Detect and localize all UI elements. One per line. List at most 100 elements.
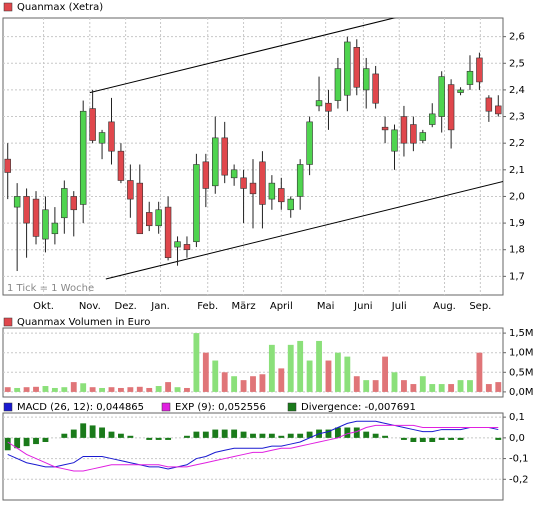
y-tick-label: 1,7 bbox=[509, 271, 525, 282]
candle-body bbox=[325, 102, 332, 112]
volume-bar bbox=[118, 387, 124, 392]
legend-label: Quanmax (Xetra) bbox=[17, 2, 103, 13]
volume-bar bbox=[89, 387, 96, 392]
panel-frame bbox=[2, 327, 504, 398]
volume-bar bbox=[4, 387, 11, 392]
y-tick-label: 2,6 bbox=[509, 32, 525, 43]
candle-body bbox=[212, 137, 219, 187]
candle-body bbox=[4, 158, 11, 173]
macd-line bbox=[7, 420, 499, 470]
divergence-bar bbox=[278, 435, 285, 438]
x-tick-label: Nov. bbox=[79, 301, 101, 312]
divergence-bar bbox=[221, 429, 228, 438]
divergence-bar bbox=[240, 431, 247, 438]
divergence-bar bbox=[363, 431, 370, 438]
divergence-bar bbox=[306, 431, 313, 438]
candle-body bbox=[164, 206, 172, 259]
trendline bbox=[89, 18, 397, 94]
volume-bar bbox=[495, 382, 502, 392]
volume-bar bbox=[316, 340, 322, 392]
volume-bar bbox=[146, 387, 153, 392]
candle-body bbox=[117, 150, 125, 181]
x-tick-label: Juni bbox=[353, 301, 372, 312]
candle-body bbox=[249, 182, 257, 195]
candle-body bbox=[457, 89, 464, 93]
candle-body bbox=[230, 169, 238, 179]
divergence-bar bbox=[146, 437, 153, 440]
x-tick-label: Juli bbox=[391, 301, 407, 312]
volume-bar bbox=[334, 352, 341, 392]
volume-bar bbox=[306, 360, 313, 392]
x-tick-label: Aug. bbox=[433, 301, 456, 312]
volume-bar bbox=[391, 372, 398, 392]
y-tick-label: -0,1 bbox=[509, 454, 529, 465]
volume-bar bbox=[165, 382, 172, 392]
candle-body bbox=[353, 46, 360, 88]
y-tick-label: 0,0 bbox=[509, 433, 525, 444]
divergence-bar bbox=[250, 433, 256, 438]
candle-body bbox=[183, 244, 191, 251]
volume-bar bbox=[184, 387, 190, 392]
volume-bar bbox=[325, 360, 332, 392]
candle-body bbox=[32, 198, 40, 237]
candle-body bbox=[79, 110, 87, 205]
y-tick-label: 2,5 bbox=[509, 58, 525, 69]
candle-body bbox=[61, 188, 68, 219]
volume-bar bbox=[485, 384, 492, 392]
divergence-bar bbox=[438, 437, 445, 440]
candle-body bbox=[306, 121, 313, 165]
candle-body bbox=[108, 121, 115, 152]
candle-body bbox=[221, 137, 228, 176]
divergence-bar bbox=[382, 435, 388, 438]
volume-bar bbox=[476, 352, 483, 392]
y-tick-label: 1,8 bbox=[509, 245, 525, 256]
y-tick-label: 2,4 bbox=[509, 85, 525, 96]
divergence-bar bbox=[344, 427, 351, 438]
volume-bar bbox=[372, 380, 379, 392]
divergence-bar bbox=[372, 433, 379, 438]
candle-body bbox=[51, 222, 59, 235]
volume-bar bbox=[212, 360, 219, 392]
volume-bar bbox=[457, 380, 464, 392]
volume-bar bbox=[382, 356, 388, 392]
candle-body bbox=[400, 116, 408, 144]
candle-body bbox=[485, 97, 493, 112]
volume-bar bbox=[240, 380, 247, 392]
volume-bar bbox=[353, 376, 360, 392]
legend-label: MACD (26, 12): 0,044865 bbox=[17, 402, 144, 413]
candle-body bbox=[381, 126, 389, 131]
candle-body bbox=[447, 84, 455, 131]
candle-body bbox=[13, 196, 21, 208]
divergence-bar bbox=[457, 437, 464, 440]
candle-body bbox=[23, 196, 30, 224]
x-tick-label: März bbox=[232, 301, 256, 312]
legend-label: Divergence: -0,007691 bbox=[301, 402, 416, 413]
volume-bar bbox=[174, 387, 181, 392]
volume-bar bbox=[42, 386, 49, 392]
divergence-bar bbox=[212, 429, 219, 438]
volume-bar bbox=[61, 387, 68, 392]
divergence-bar bbox=[127, 435, 134, 438]
legend-label: Quanmax Volumen in Euro bbox=[17, 317, 150, 328]
x-tick-label: Sep. bbox=[469, 301, 491, 312]
candle-body bbox=[278, 188, 285, 203]
y-tick-label: 2,1 bbox=[509, 165, 525, 176]
volume-bar bbox=[268, 344, 275, 392]
volume-bar bbox=[80, 383, 87, 392]
x-tick-label: Feb. bbox=[197, 301, 218, 312]
divergence-bar bbox=[259, 433, 266, 438]
trendline bbox=[105, 180, 503, 280]
candle-body bbox=[344, 41, 351, 96]
y-tick-label: 1,9 bbox=[509, 218, 525, 229]
divergence-bar bbox=[23, 437, 30, 447]
volume-bar bbox=[23, 387, 30, 392]
divergence-bar bbox=[4, 437, 11, 451]
divergence-bar bbox=[353, 427, 360, 438]
candle-body bbox=[334, 68, 342, 101]
candle-body bbox=[362, 68, 370, 91]
y-tick-label: 1,0M bbox=[509, 348, 534, 359]
x-tick-label: Dez. bbox=[115, 301, 137, 312]
candle-body bbox=[315, 100, 323, 107]
divergence-bar bbox=[80, 423, 87, 438]
legend-label: EXP (9): 0,052556 bbox=[175, 402, 266, 413]
